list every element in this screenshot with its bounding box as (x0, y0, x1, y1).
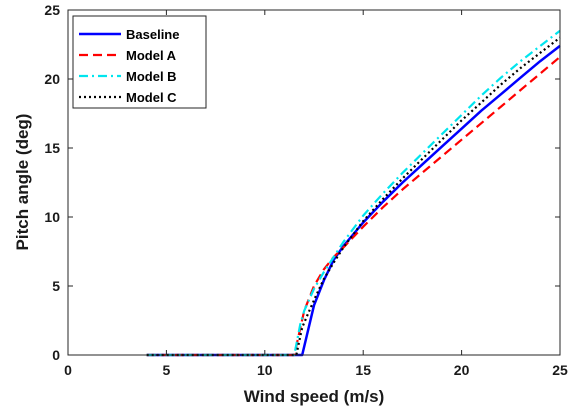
x-tick-label: 15 (355, 362, 371, 378)
legend-label: Model B (126, 69, 177, 84)
ticks-layer: 0 5 10 15 20 25 0 5 10 15 20 25 (44, 2, 568, 378)
y-tick-label: 5 (52, 278, 60, 294)
legend-label: Model C (126, 90, 177, 105)
y-axis-label: Pitch angle (deg) (13, 114, 32, 251)
x-tick-label: 25 (552, 362, 568, 378)
y-tick-label: 10 (44, 209, 60, 225)
y-tick-label: 20 (44, 71, 60, 87)
legend-label: Model A (126, 48, 177, 63)
legend-box (72, 15, 207, 109)
legend-label: Baseline (126, 27, 179, 42)
series-line-baseline (146, 44, 561, 357)
x-axis-label: Wind speed (m/s) (244, 387, 385, 406)
series-line-model-b (146, 29, 561, 357)
x-tick-label: 10 (257, 362, 273, 378)
series-layer (146, 29, 561, 357)
x-tick-label: 0 (64, 362, 72, 378)
plot-frame (67, 9, 561, 356)
series-line-model-c (146, 36, 561, 357)
y-tick-label: 15 (44, 140, 60, 156)
x-tick-label: 20 (454, 362, 470, 378)
legend: Baseline Model A Model B Model C (72, 15, 207, 109)
y-tick-label: 25 (44, 2, 60, 18)
x-tick-label: 5 (163, 362, 171, 378)
y-tick-label: 0 (52, 347, 60, 363)
